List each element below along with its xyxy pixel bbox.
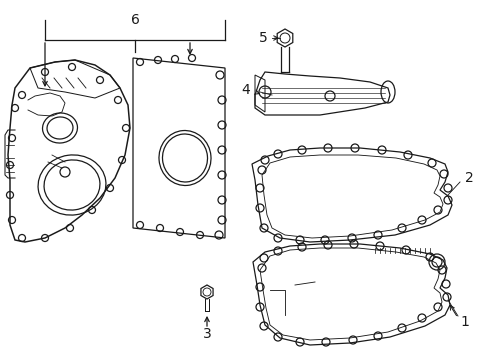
Text: 3: 3 bbox=[202, 327, 211, 341]
Text: 2: 2 bbox=[464, 171, 473, 185]
Text: 5: 5 bbox=[259, 31, 267, 45]
Text: 1: 1 bbox=[459, 315, 468, 329]
Text: 6: 6 bbox=[130, 13, 139, 27]
Text: 4: 4 bbox=[241, 83, 249, 97]
